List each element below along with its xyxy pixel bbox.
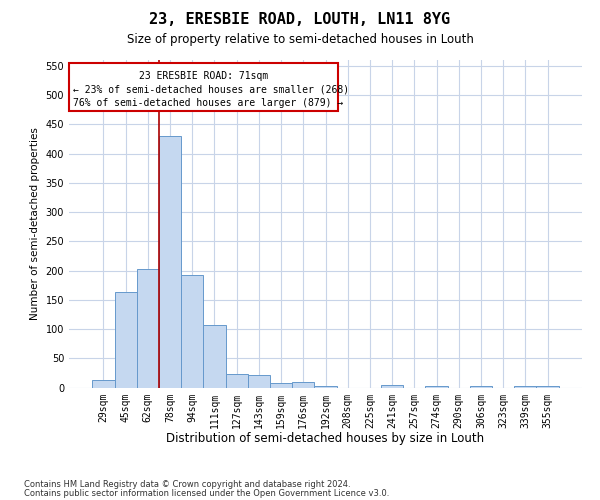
Bar	[203, 325, 226, 388]
Bar	[181, 274, 203, 388]
Bar	[92, 380, 115, 388]
Bar	[536, 386, 559, 388]
Bar	[381, 385, 403, 388]
Text: Contains HM Land Registry data © Crown copyright and database right 2024.: Contains HM Land Registry data © Crown c…	[24, 480, 350, 489]
Bar	[470, 386, 492, 388]
Text: 23, ERESBIE ROAD, LOUTH, LN11 8YG: 23, ERESBIE ROAD, LOUTH, LN11 8YG	[149, 12, 451, 28]
Text: 76% of semi-detached houses are larger (879) →: 76% of semi-detached houses are larger (…	[73, 98, 343, 108]
X-axis label: Distribution of semi-detached houses by size in Louth: Distribution of semi-detached houses by …	[166, 432, 485, 445]
Bar	[137, 269, 159, 388]
Bar	[292, 382, 314, 388]
Text: Size of property relative to semi-detached houses in Louth: Size of property relative to semi-detach…	[127, 32, 473, 46]
Text: 23 ERESBIE ROAD: 71sqm: 23 ERESBIE ROAD: 71sqm	[139, 72, 268, 82]
Bar	[270, 383, 292, 388]
Bar	[514, 386, 536, 388]
Bar	[248, 374, 270, 388]
FancyBboxPatch shape	[69, 64, 338, 111]
Y-axis label: Number of semi-detached properties: Number of semi-detached properties	[30, 128, 40, 320]
Bar	[159, 136, 181, 388]
Bar	[425, 386, 448, 388]
Bar	[115, 292, 137, 388]
Text: Contains public sector information licensed under the Open Government Licence v3: Contains public sector information licen…	[24, 488, 389, 498]
Bar	[226, 374, 248, 388]
Text: ← 23% of semi-detached houses are smaller (268): ← 23% of semi-detached houses are smalle…	[73, 84, 349, 94]
Bar	[314, 386, 337, 388]
